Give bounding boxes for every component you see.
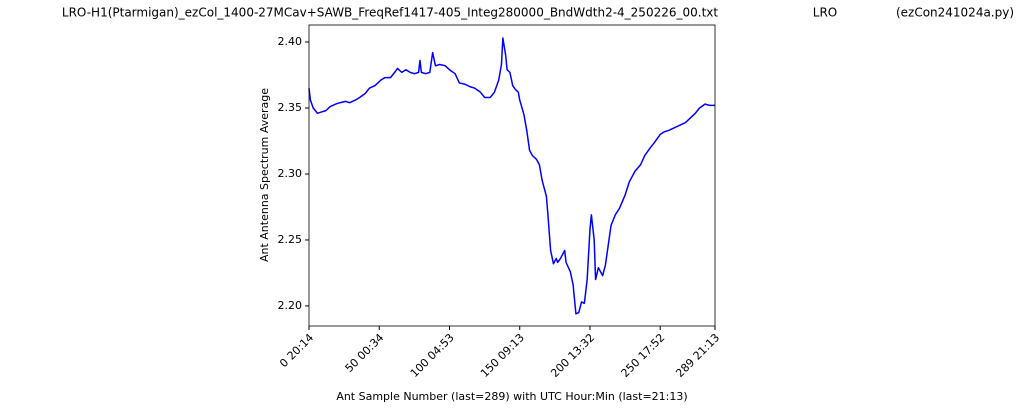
y-axis-label: Ant Antenna Spectrum Average xyxy=(258,88,271,262)
x-tick-label: 0 20:14 xyxy=(277,331,316,370)
x-tick-label: 150 09:13 xyxy=(478,331,527,380)
x-tick-label: 50 00:34 xyxy=(343,331,387,375)
x-tick-label: 100 04:53 xyxy=(408,331,457,380)
data-line xyxy=(308,37,715,315)
y-tick-label: 2.30 xyxy=(278,167,303,180)
x-axis-label: Ant Sample Number (last=289) with UTC Ho… xyxy=(336,390,687,403)
annotation: LRO xyxy=(813,6,837,20)
y-tick-label: 2.40 xyxy=(278,35,303,48)
x-tick-label: 250 17:52 xyxy=(619,331,668,380)
x-tick-label: 200 13:32 xyxy=(548,331,597,380)
chart-title: LRO-H1(Ptarmigan)_ezCol_1400-27MCav+SAWB… xyxy=(62,6,718,20)
annotation: (ezCon241024a.py) xyxy=(896,6,1014,20)
plot-frame xyxy=(308,24,716,327)
x-tick-label: 289 21:13 xyxy=(673,331,722,380)
y-tick-label: 2.35 xyxy=(278,101,303,114)
y-tick-label: 2.25 xyxy=(278,233,303,246)
y-tick-label: 2.20 xyxy=(278,299,303,312)
